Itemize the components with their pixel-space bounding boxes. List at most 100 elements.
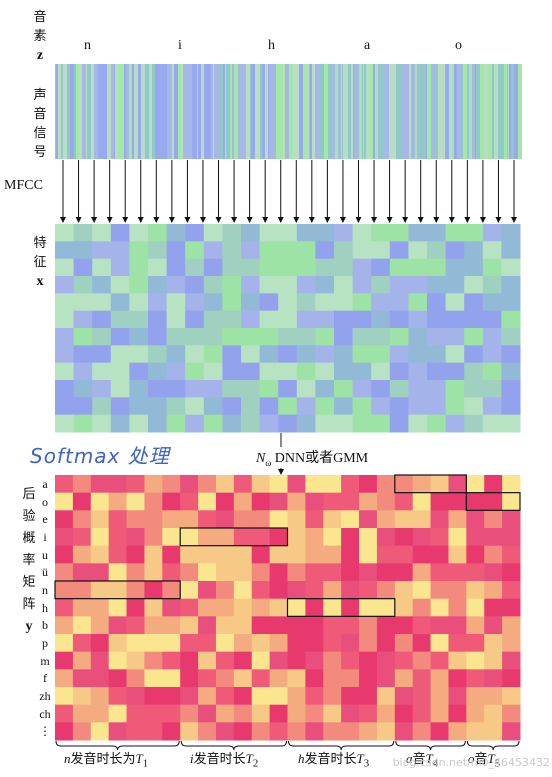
posterior-cell [180,634,199,653]
posterior-cell [412,704,432,723]
posterior-cell [287,563,306,582]
posterior-cell [359,492,378,511]
posterior-cell [305,581,324,600]
posterior-cell [484,545,503,564]
posterior-cell [126,722,145,741]
posterior-cell [215,492,235,511]
posterior-cell [305,475,324,494]
posterior-cell [269,669,288,688]
posterior-cell [341,704,360,723]
feature-cell [296,276,316,294]
bracket-label-a: a音T4 [406,751,439,770]
posterior-cell [144,563,163,582]
signal-stripe [508,64,509,159]
posterior-cell [323,598,342,617]
feature-cell [296,310,316,329]
feature-cell [445,241,465,260]
row-label: m [40,653,50,668]
signal-stripe [507,64,508,159]
signal-stripe [411,64,415,159]
posterior-matrix [55,475,521,741]
signal-stripe [265,64,268,159]
phoneme-a: a [364,38,371,53]
feature-cell [55,241,75,260]
posterior-cell [215,651,235,670]
posterior-cell [287,510,306,529]
feature-cell [482,241,502,260]
feature-cell [92,345,112,364]
posterior-cell [90,528,110,547]
signal-stripe [438,64,441,159]
feature-cell [445,380,465,398]
feature-cell [482,224,502,242]
feature-cell [408,276,428,294]
posterior-cell [144,687,163,706]
posterior-cell [412,492,432,511]
feature-cell [501,293,521,312]
signal-stripe [226,64,227,159]
feature-cell [148,310,168,329]
posterior-cell [466,669,485,688]
posterior-cell [198,598,217,617]
feature-cell [352,414,372,433]
feature-cell [334,224,354,242]
signal-stripe [162,64,165,159]
posterior-cell [484,722,503,741]
posterior-cell [251,651,271,670]
posterior-cell [287,528,306,547]
posterior-cell [162,510,181,529]
posterior-cell [448,492,467,511]
posterior-cell [341,510,360,529]
signal-stripe [299,64,303,159]
signal-stripe [260,64,262,159]
posterior-cell [484,492,503,511]
feature-cell [389,293,409,312]
posterior-cell [448,475,467,494]
feature-cell [352,328,372,346]
feature-cell [408,345,428,364]
posterior-cell [412,475,432,494]
posterior-cell [180,598,199,617]
posterior-label: 后 验 概 率 矩 阵 y [22,487,36,634]
feature-cell [352,258,372,277]
posterior-cell [412,616,432,635]
signal-stripe [310,64,312,159]
posterior-cell [323,492,342,511]
posterior-cell [72,492,92,511]
signal-stripe [198,64,201,159]
signal-stripe [343,64,344,159]
feature-cell [352,345,372,364]
posterior-cell [251,634,271,653]
posterior-cell [90,563,110,582]
feature-cell [389,397,409,416]
posterior-cell [448,563,467,582]
posterior-cell [287,704,306,723]
feature-cell [334,362,354,381]
posterior-cell [323,687,342,706]
posterior-cell [269,581,288,600]
posterior-cell [126,581,145,600]
posterior-cell [394,669,414,688]
posterior-cell [448,545,467,564]
posterior-cell [180,528,199,547]
posterior-cell [448,687,467,706]
feature-cell [92,293,112,312]
signal-stripe [353,64,354,159]
signal-stripe [378,64,379,159]
posterior-cell [448,616,467,635]
signal-stripe [348,64,351,159]
posterior-cell [90,598,110,617]
posterior-cell [359,598,378,617]
signal-stripe [273,64,276,159]
audio-signal-strip [55,64,522,159]
posterior-cell [215,510,235,529]
posterior-cell [394,492,414,511]
feature-cell [427,258,447,277]
posterior-cell [466,563,485,582]
posterior-cell [287,722,306,741]
signal-stripe [498,64,501,159]
posterior-cell [430,669,449,688]
posterior-cell [359,687,378,706]
feature-cell [278,362,298,381]
feature-matrix [55,224,521,433]
